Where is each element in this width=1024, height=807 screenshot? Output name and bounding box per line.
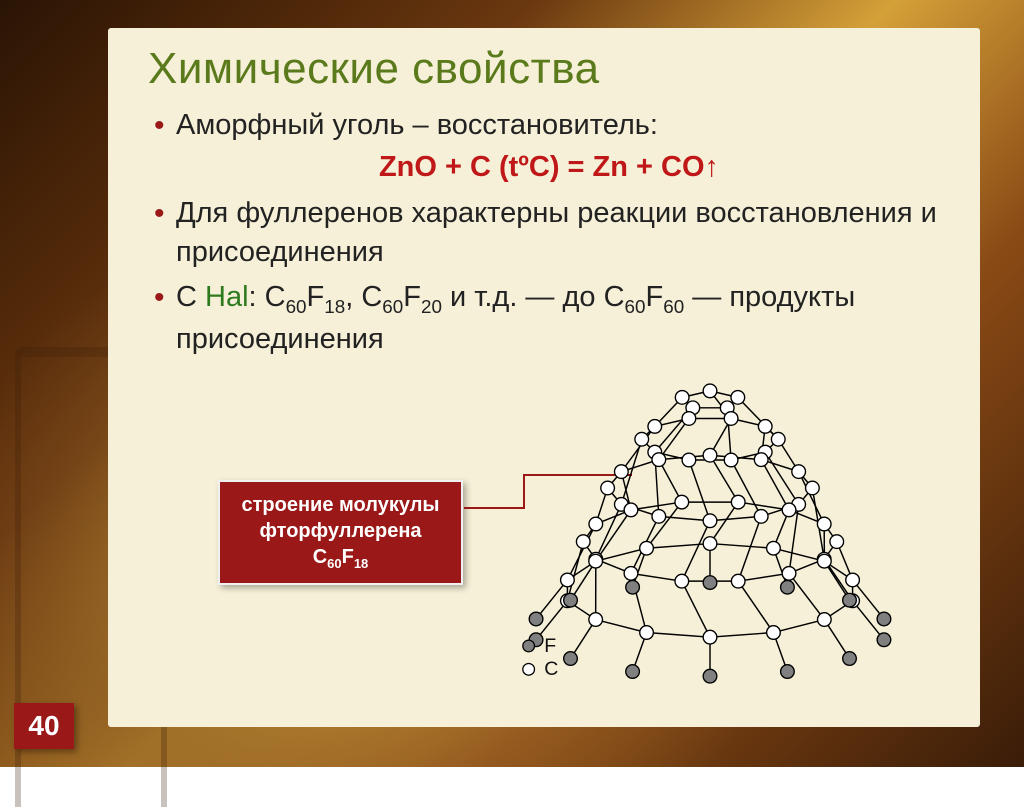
b3-f2: F — [403, 281, 421, 313]
callout-line1: строение молукулы — [228, 492, 453, 518]
b3-s4: 20 — [421, 296, 442, 317]
b3-f1: F — [307, 281, 325, 313]
bullet-2: Для фуллеренов характерны реакции восста… — [148, 194, 950, 272]
callout-box: строение молукулы фторфуллерена C60F18 — [218, 480, 463, 585]
b3-sep1: , C — [345, 281, 382, 313]
equation: ZnO + C (tºC) = Zn + CO↑ — [148, 151, 950, 184]
slide-title: Химические свойства — [148, 44, 950, 94]
b3-s5: 60 — [625, 296, 646, 317]
b3-s2: 18 — [324, 296, 345, 317]
slide: Химические свойства Аморфный уголь – вос… — [0, 0, 1024, 767]
b3-hal: Hal — [205, 281, 249, 313]
bullet-2-text: Для фуллеренов характерны реакции восста… — [176, 197, 937, 268]
svg-text:C: C — [544, 658, 558, 680]
bullet-1: Аморфный уголь – восстановитель: — [148, 106, 950, 145]
molecule-diagram: FC — [515, 367, 905, 687]
callout-line2: фторфуллерена — [228, 518, 453, 544]
page-number: 40 — [14, 703, 74, 749]
bullet-list: Аморфный уголь – восстановитель: — [148, 106, 950, 145]
b3-pre: С — [176, 281, 205, 313]
b3-f3: F — [646, 281, 664, 313]
b3-s6: 60 — [663, 296, 684, 317]
bullet-list-2: Для фуллеренов характерны реакции восста… — [148, 194, 950, 359]
svg-text:F: F — [544, 635, 556, 657]
b3-s1: 60 — [286, 296, 307, 317]
bullet-1-text: Аморфный уголь – восстановитель: — [176, 109, 658, 141]
b3-td: и т.д. — до C — [442, 281, 625, 313]
content-panel: Химические свойства Аморфный уголь – вос… — [108, 28, 980, 727]
callout-line3: C60F18 — [228, 544, 453, 573]
b3-s3: 60 — [382, 296, 403, 317]
b3-mid: : C — [249, 281, 286, 313]
bullet-3: С Hal: C60F18, C60F20 и т.д. — до C60F60… — [148, 278, 950, 358]
